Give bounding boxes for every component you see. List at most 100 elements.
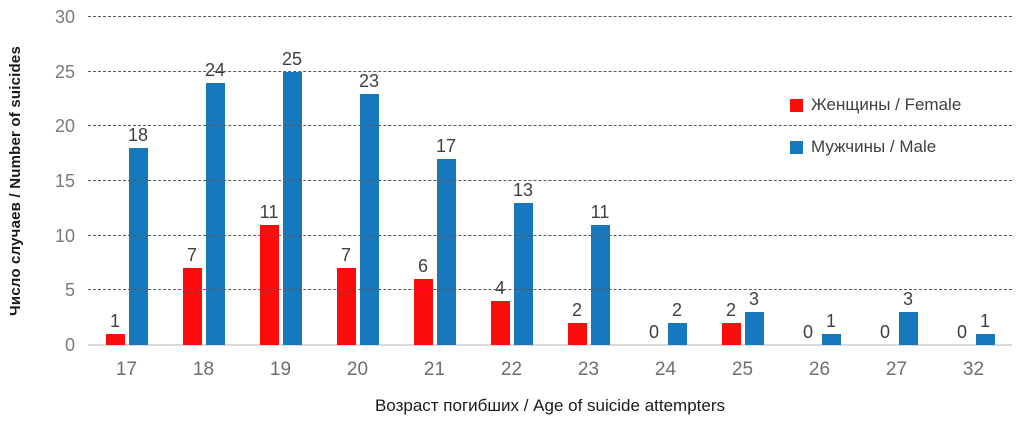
bar-value-label: 2 [571, 300, 583, 321]
bar-female [567, 323, 587, 345]
gridline [88, 289, 1012, 291]
bar-value-label: 25 [281, 48, 303, 69]
x-tick-label: 20 [346, 359, 369, 380]
bar-column: 4 [490, 17, 510, 345]
bar-column: 25 [281, 17, 303, 345]
bar-value-label: 0 [648, 322, 660, 342]
bar-value-label: 13 [512, 179, 534, 200]
bar-column: 0 [645, 17, 664, 345]
x-axis-title: Возраст погибших / Age of suicide attemp… [374, 396, 726, 415]
bar-male [590, 224, 610, 345]
gridline [88, 125, 1012, 127]
legend-label-female: Женщины / Female [811, 95, 962, 114]
legend: Женщины / Female Мужчины / Male [790, 95, 961, 179]
bar-column: 1 [105, 17, 125, 345]
bar-value-label: 7 [340, 245, 352, 266]
x-tick-label: 19 [269, 359, 292, 380]
bar-male [513, 202, 533, 345]
x-tick-label: 26 [808, 359, 831, 380]
bar-column: 11 [259, 17, 279, 345]
male-swatch [790, 140, 803, 154]
y-axis-title: Число случаев / Number of suicides [2, 17, 28, 345]
female-swatch [790, 98, 803, 112]
x-tick-label: 32 [962, 359, 985, 380]
category-group: 0 1 32 [935, 17, 1012, 380]
bar-value-label: 1 [979, 311, 991, 332]
bar-value-label: 18 [127, 125, 149, 146]
bar-value-label: 2 [671, 300, 683, 321]
bar-value-label: 4 [494, 278, 506, 299]
y-axis-title-text: Число случаев / Number of suicides [6, 46, 24, 316]
bar-column: 3 [898, 17, 918, 345]
category-group: 0 2 24 [627, 17, 704, 380]
bar-female [259, 224, 279, 345]
bar-column: 6 [413, 17, 433, 345]
bar-groups: 1 18 17 7 24 18 11 25 19 7 23 20 6 17 21 4 13 22 2 11 23 0 2 24… [88, 17, 1012, 380]
y-tick-label: 0 [64, 335, 75, 355]
gridline [88, 70, 1012, 72]
x-tick-label: 23 [577, 359, 600, 380]
bar-value-label: 7 [186, 245, 198, 266]
bar-female [490, 301, 510, 345]
bar-column: 3 [744, 17, 764, 345]
y-tick-label: 25 [54, 61, 75, 82]
bar-column: 1 [975, 17, 995, 345]
gridline [88, 16, 1012, 17]
legend-label-male: Мужчины / Male [811, 137, 937, 156]
x-tick-label: 21 [423, 359, 446, 380]
bar-column: 0 [876, 17, 895, 345]
bar-male [744, 312, 764, 345]
y-tick-label: 20 [54, 116, 75, 137]
bar-value-label: 0 [956, 322, 968, 342]
gridline [88, 234, 1012, 236]
bar-male [667, 323, 687, 345]
category-group: 4 13 22 [473, 17, 550, 380]
bar-column: 11 [590, 17, 610, 345]
x-tick-label: 24 [654, 359, 677, 380]
bar-male [205, 82, 225, 345]
bar-column: 0 [953, 17, 972, 345]
bar-male [975, 334, 995, 345]
bar-male [128, 148, 148, 345]
bar-value-label: 11 [590, 201, 610, 222]
y-tick-label: 5 [64, 280, 75, 301]
bar-female [105, 334, 125, 345]
bar-column: 23 [358, 17, 380, 345]
bar-male [898, 312, 918, 345]
bar-column: 0 [799, 17, 818, 345]
x-tick-label: 17 [115, 359, 138, 380]
category-group: 6 17 21 [396, 17, 473, 380]
bar-value-label: 3 [902, 289, 914, 310]
legend-item-male: Мужчины / Male [790, 137, 961, 157]
y-tick-label: 30 [54, 7, 75, 27]
bar-male [436, 159, 456, 345]
category-group: 0 3 27 [858, 17, 935, 380]
bar-column: 17 [435, 17, 457, 345]
x-axis-line [88, 344, 1012, 346]
bar-female [182, 268, 202, 345]
bar-male [282, 71, 302, 345]
bar-female [413, 279, 433, 345]
bar-female [336, 268, 356, 345]
bar-value-label: 23 [358, 70, 380, 91]
bar-value-label: 11 [259, 201, 279, 222]
category-group: 7 24 18 [165, 17, 242, 380]
bar-value-label: 0 [879, 322, 891, 342]
category-group: 0 1 26 [781, 17, 858, 380]
x-tick-label: 22 [500, 359, 523, 380]
category-group: 7 23 20 [319, 17, 396, 380]
bar-column: 24 [204, 17, 226, 345]
bar-value-label: 6 [417, 256, 429, 277]
x-tick-label: 27 [885, 359, 908, 380]
category-group: 2 3 25 [704, 17, 781, 380]
bar-male [359, 93, 379, 345]
bar-female [721, 323, 741, 345]
y-tick-label: 15 [54, 171, 75, 191]
bar-value-label: 17 [435, 136, 457, 157]
gridline [88, 180, 1012, 181]
bar-value-label: 24 [204, 59, 226, 80]
category-group: 11 25 19 [242, 17, 319, 380]
legend-item-female: Женщины / Female [790, 95, 961, 115]
category-group: 1 18 17 [88, 17, 165, 380]
